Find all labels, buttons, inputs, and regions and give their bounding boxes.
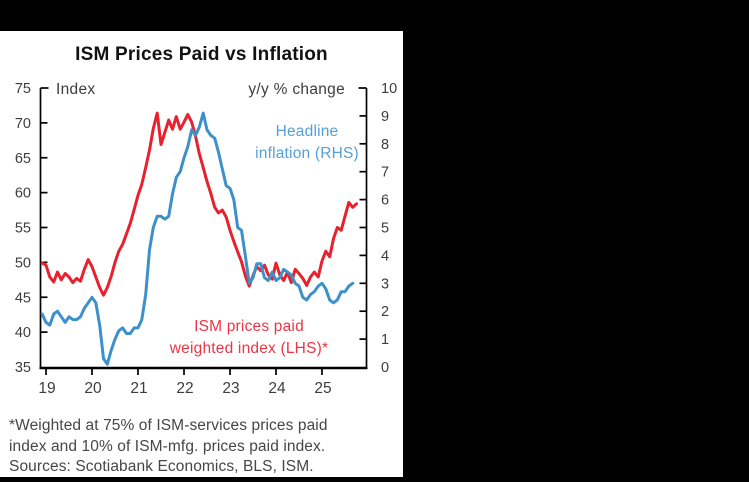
left-axis-tick-label: 60: [15, 186, 31, 202]
headline-inflation-annotation-line1: Headline: [275, 123, 339, 140]
left-axis-unit-label: Index: [56, 81, 96, 98]
ism-prices-paid-line: [40, 111, 358, 297]
x-axis-tick-label: 19: [38, 380, 55, 397]
x-axis-tick-label: 24: [268, 380, 286, 397]
x-axis-tick-label: 22: [176, 380, 193, 397]
x-axis-tick-label: 21: [130, 380, 147, 397]
footnote-sources: Sources: Scotiabank Economics, BLS, ISM.: [9, 458, 314, 475]
left-axis-tick-label: 35: [15, 360, 31, 376]
right-axis-tick-label: 1: [381, 332, 389, 348]
right-axis-tick-label: 8: [381, 137, 389, 153]
left-axis-tick-label: 40: [15, 325, 31, 341]
x-axis-tick-label: 25: [314, 380, 331, 397]
headline-inflation-line: [40, 111, 355, 366]
right-axis-tick-label: 7: [381, 165, 389, 181]
left-axis-tick-label: 65: [15, 151, 31, 167]
headline-inflation-annotation-line2: inflation (RHS): [255, 144, 359, 162]
right-axis-tick-label: 6: [381, 193, 389, 209]
right-axis-tick-label: 5: [381, 221, 389, 237]
right-axis-tick-label: 9: [381, 109, 389, 125]
left-axis-tick-label: 50: [15, 255, 31, 271]
left-axis-tick-label: 45: [15, 290, 31, 306]
chart-footnote: *Weighted at 75% of ISM-services prices …: [9, 416, 403, 478]
footnote-weighting-line2: index and 10% of ISM-mfg. prices paid in…: [9, 437, 326, 455]
left-axis-tick-label: 55: [15, 221, 31, 237]
ism-prices-paid-annotation-line2: weighted index (LHS)*: [169, 339, 329, 357]
x-axis-tick-label: 20: [84, 380, 102, 397]
right-axis-tick-label: 4: [381, 248, 389, 264]
left-axis-tick-label: 70: [15, 116, 31, 132]
headline-inflation-annotation: Headline inflation (RHS): [252, 121, 362, 164]
right-axis-tick-label: 2: [381, 304, 389, 320]
right-axis-tick-label: 0: [381, 360, 389, 376]
ism-prices-paid-annotation: ISM prices paid weighted index (LHS)*: [158, 316, 340, 359]
ism-prices-paid-annotation-line1: ISM prices paid: [194, 318, 304, 335]
chart-card: ISM Prices Paid vs Inflation 75 70 65 60 55 5…: [0, 31, 403, 477]
footnote-weighting-line1: *Weighted at 75% of ISM-services prices …: [9, 417, 328, 434]
x-axis-tick-label: 23: [222, 380, 239, 397]
right-axis-unit-label: y/y % change: [248, 81, 345, 98]
chart-title: ISM Prices Paid vs Inflation: [75, 44, 328, 65]
right-axis-tick-label: 3: [381, 276, 389, 292]
left-axis-tick-label: 75: [15, 81, 31, 97]
right-axis-tick-label: 10: [381, 81, 397, 97]
